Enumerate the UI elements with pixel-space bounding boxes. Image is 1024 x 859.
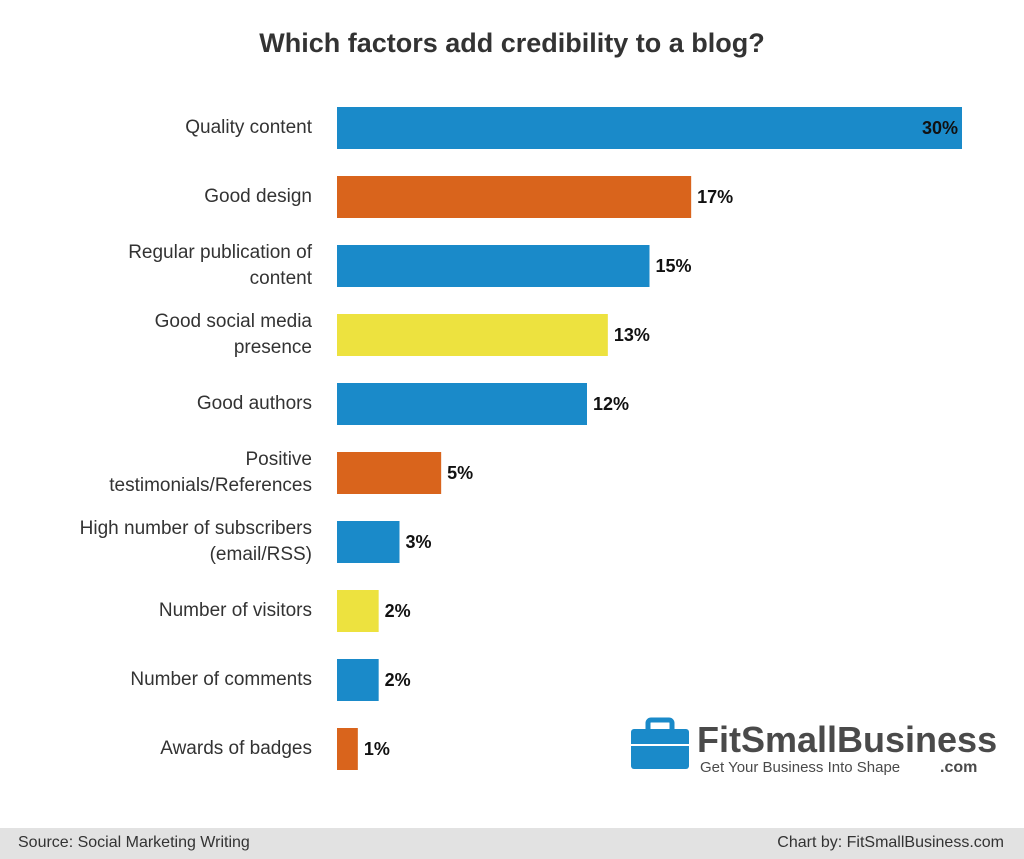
bar <box>337 245 650 287</box>
bar <box>337 521 400 563</box>
value-label: 3% <box>406 532 432 552</box>
value-label: 5% <box>447 463 473 483</box>
category-label: Good authors <box>196 393 312 414</box>
logo-name: FitSmallBusiness <box>697 719 997 760</box>
chart-title: Which factors add credibility to a blog? <box>259 28 765 58</box>
logo-icon <box>631 717 689 769</box>
footer: Source: Social Marketing Writing Chart b… <box>0 828 1024 859</box>
bar <box>337 176 692 218</box>
bar <box>337 452 442 494</box>
category-label: High number of subscribers (email/RSS) <box>79 518 312 565</box>
briefcase-handle <box>645 717 675 735</box>
credit: Chart by: FitSmallBusiness.com <box>777 834 1004 851</box>
bar <box>337 659 379 701</box>
category-label: Number of comments <box>130 669 312 690</box>
category-label: Good social media presence <box>154 311 312 358</box>
category-label: Positive testimonials/References <box>109 449 312 496</box>
bar <box>337 728 358 770</box>
category-label: Number of visitors <box>158 600 312 621</box>
value-label: 2% <box>385 601 411 621</box>
value-label: 17% <box>697 187 733 207</box>
bar <box>337 383 587 425</box>
value-label: 13% <box>614 325 650 345</box>
category-label: Regular publication of content <box>128 242 312 289</box>
value-label: 15% <box>656 256 692 276</box>
logo-tagline: Get Your Business Into Shape <box>700 759 900 776</box>
bar <box>337 107 962 149</box>
value-label: 2% <box>385 670 411 690</box>
bar <box>337 314 608 356</box>
category-label: Awards of badges <box>160 738 312 759</box>
value-label: 12% <box>593 394 629 414</box>
bar <box>337 590 379 632</box>
category-label: Good design <box>204 186 312 207</box>
value-label: 30% <box>922 118 958 138</box>
logo-domain: .com <box>940 759 977 776</box>
category-label: Quality content <box>185 117 312 138</box>
value-label: 1% <box>364 739 390 759</box>
briefcase <box>631 729 689 769</box>
source: Source: Social Marketing Writing <box>18 834 250 851</box>
